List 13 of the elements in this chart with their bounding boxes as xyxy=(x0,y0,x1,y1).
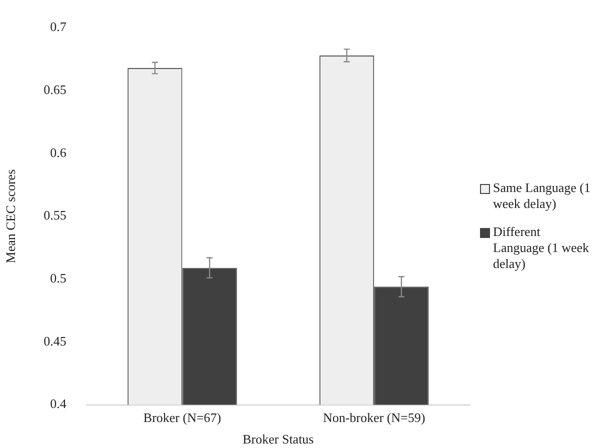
y-tick-label: 0.5 xyxy=(50,270,66,286)
x-tick-label: Broker (N=67) xyxy=(143,410,222,426)
y-tick-label: 0.6 xyxy=(50,144,67,160)
legend-label: Same Language (1 week delay) xyxy=(493,180,592,212)
y-tick-label: 0.45 xyxy=(44,333,66,348)
x-axis-title: Broker Status xyxy=(242,432,314,447)
y-tick-label: 0.7 xyxy=(50,19,67,34)
y-tick-label: 0.55 xyxy=(44,208,66,223)
y-tick-label: 0.4 xyxy=(50,396,67,412)
x-tick-label: Non-broker (N=59) xyxy=(322,410,426,426)
y-axis-title: Mean CEC scores xyxy=(3,169,18,264)
y-tick-label: 0.65 xyxy=(44,82,66,98)
legend-label: Different Language (1 week delay) xyxy=(493,224,590,272)
